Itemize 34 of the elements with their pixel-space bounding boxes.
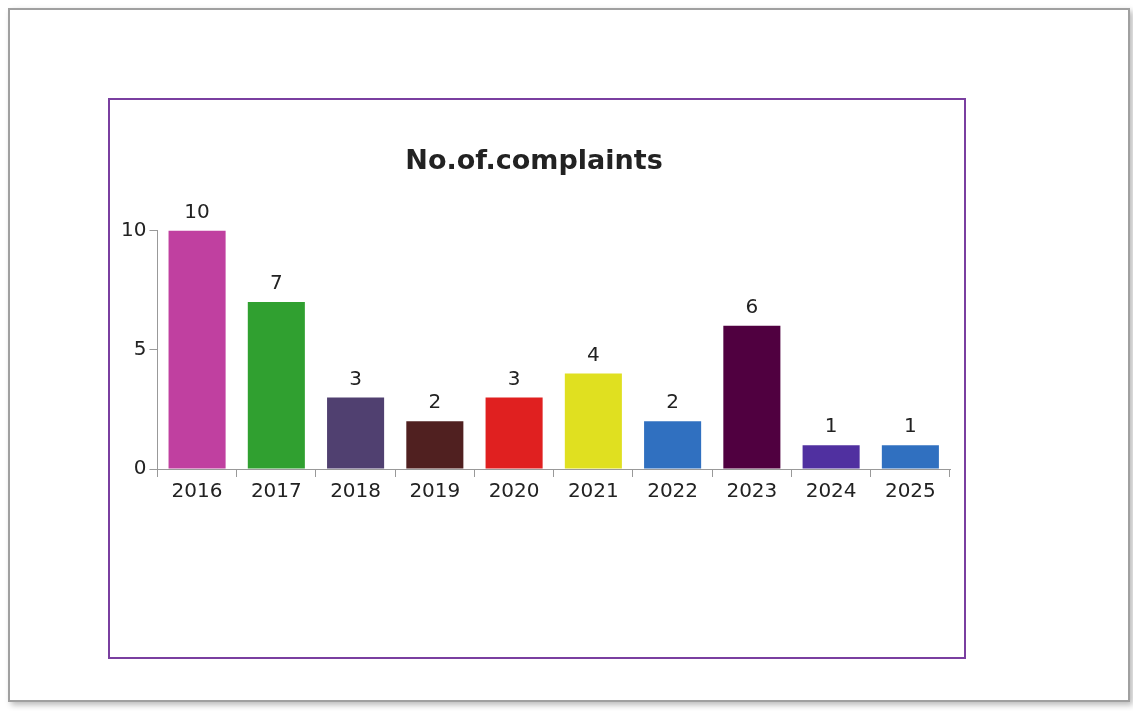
x-tick-label: 2019	[409, 478, 461, 503]
bar	[485, 397, 543, 469]
bar	[564, 373, 622, 469]
data-label: 3	[507, 365, 521, 390]
data-label: 1	[824, 413, 838, 438]
x-tick-label: 2018	[330, 478, 382, 503]
data-label: 1	[904, 413, 917, 438]
chart-title: No.of.complaints	[405, 144, 663, 176]
data-label: 2	[666, 389, 679, 414]
data-label: 2	[428, 389, 442, 414]
y-tick-label: 5	[133, 335, 147, 360]
bar	[723, 325, 781, 469]
y-tick-label: 10	[121, 216, 147, 241]
x-tick-label: 2022	[647, 478, 699, 503]
x-tick-label: 2020	[488, 478, 540, 503]
data-label: 3	[349, 365, 362, 390]
y-tick-label: 0	[133, 455, 147, 480]
x-tick-label: 2016	[171, 478, 223, 503]
bar	[644, 421, 702, 469]
x-tick-label: 2023	[726, 478, 778, 503]
data-label: 6	[745, 294, 759, 319]
bar	[406, 421, 464, 469]
bar	[247, 301, 305, 469]
data-label: 10	[184, 198, 210, 223]
x-tick-label: 2024	[805, 478, 857, 503]
data-label: 4	[586, 341, 600, 366]
bar	[802, 445, 860, 469]
bar	[168, 230, 226, 469]
x-tick-label: 2025	[884, 478, 936, 503]
x-tick-label: 2021	[567, 478, 619, 503]
data-label: 7	[269, 270, 283, 295]
bar	[327, 397, 385, 469]
bar	[881, 445, 939, 469]
x-tick-label: 2017	[250, 478, 302, 503]
